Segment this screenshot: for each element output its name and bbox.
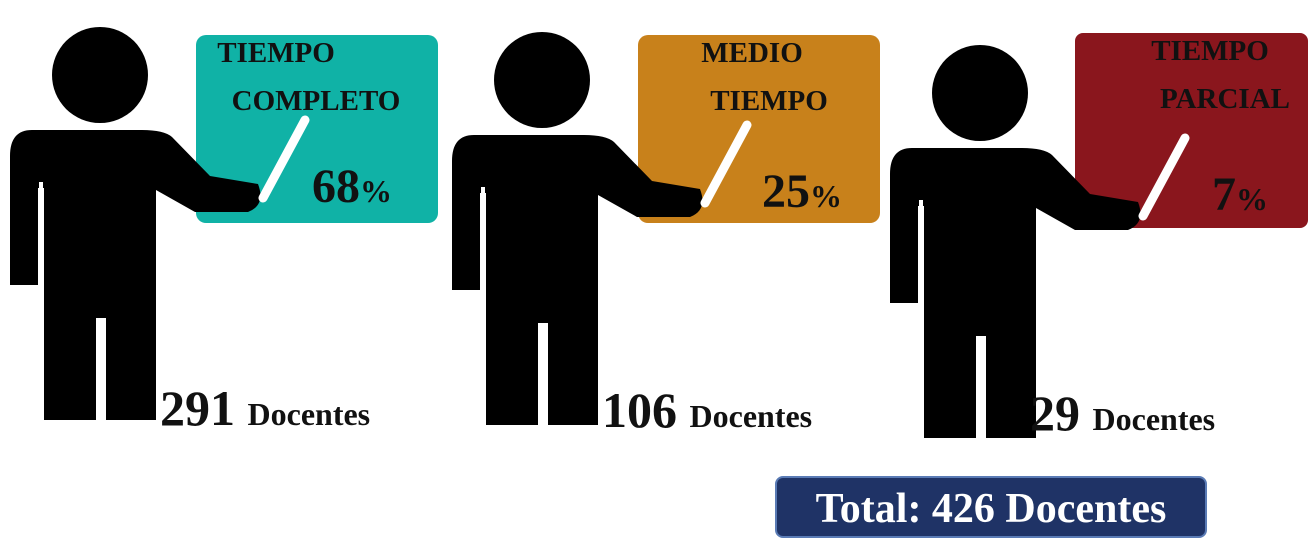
label-line: TIEMPO — [710, 85, 828, 117]
count: 29 Docentes — [1030, 385, 1215, 441]
label-line: TIEMPO — [1151, 35, 1269, 67]
count: 291 Docentes — [160, 380, 370, 436]
figure: TIEMPO COMPLETO 68% 291 Docentes — [8, 25, 438, 436]
percent-value: 25 — [762, 165, 810, 218]
pointer — [700, 120, 752, 208]
percent: 25% — [762, 165, 842, 218]
pointer — [1138, 133, 1190, 221]
board — [638, 35, 880, 223]
label-line: COMPLETO — [232, 85, 401, 117]
label-line: PARCIAL — [1160, 83, 1290, 115]
count-unit: Docentes — [1093, 401, 1216, 437]
label-line: MEDIO — [701, 37, 803, 69]
count-number: 291 — [160, 380, 235, 436]
percent-unit: % — [360, 173, 392, 209]
count-unit: Docentes — [690, 398, 813, 434]
total: Total: 426 Docentes — [816, 486, 1167, 532]
percent-unit: % — [1236, 181, 1268, 217]
board — [196, 35, 438, 223]
percent-unit: % — [810, 178, 842, 214]
percent: 7% — [1212, 168, 1268, 221]
count: 106 Docentes — [602, 382, 812, 438]
count-number: 29 — [1030, 385, 1080, 441]
board — [1075, 33, 1308, 228]
count-unit: Docentes — [248, 396, 371, 432]
figure: MEDIO TIEMPO 25% 106 Docentes — [450, 30, 880, 438]
label-line: TIEMPO — [217, 37, 335, 69]
total-box — [775, 476, 1207, 538]
figure: TIEMPO PARCIAL 7% 29 Docentes — [888, 33, 1308, 441]
percent: 68% — [312, 160, 392, 213]
pointer — [258, 115, 310, 203]
percent-value: 68 — [312, 160, 360, 213]
percent-value: 7 — [1212, 168, 1236, 221]
count-number: 106 — [602, 382, 677, 438]
